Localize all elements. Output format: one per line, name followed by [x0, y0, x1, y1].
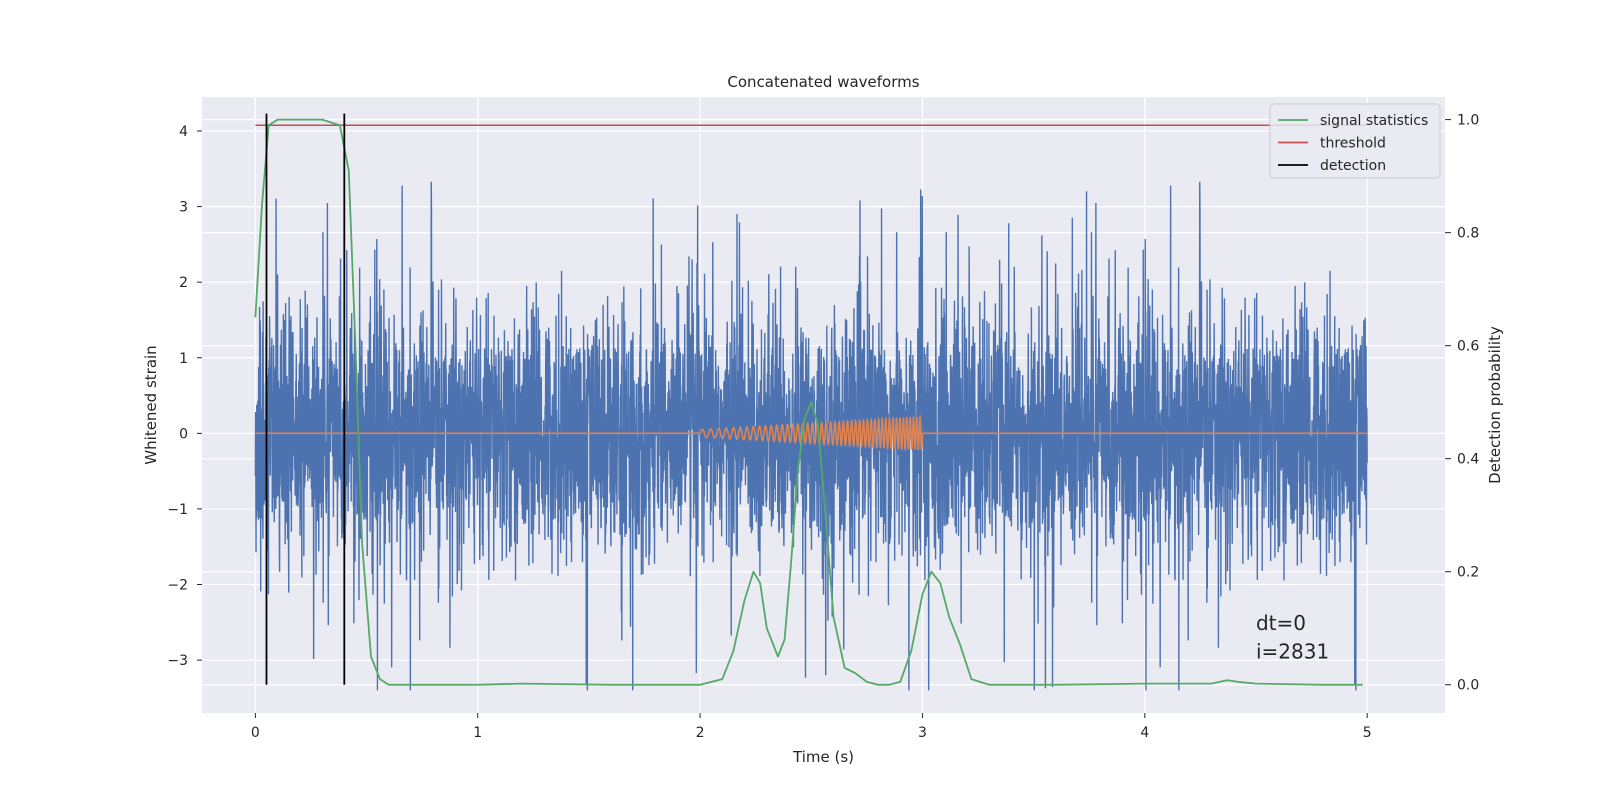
- x-tick-label: 4: [1140, 725, 1149, 741]
- annotation-dt: dt=0: [1256, 611, 1306, 635]
- x-axis-label: Time (s): [792, 748, 854, 766]
- annotation-index: i=2831: [1256, 640, 1329, 664]
- y-tick-label: 3: [179, 200, 188, 216]
- y-axis-label: Whitened strain: [142, 345, 160, 464]
- legend-box: [1269, 103, 1441, 179]
- x-tick-label: 1: [473, 725, 482, 741]
- chirp-series: [255, 413, 1368, 452]
- y-tick-label: 0: [179, 426, 188, 442]
- y2-tick-label: 0.2: [1457, 565, 1479, 581]
- axes: 0 1 2 3 4 5 −3 −2 −1 0 1 2 3 4 0.0 0.2 0.4 0.6 0.8 1.0: [167, 113, 1479, 741]
- x-tick-label: 2: [696, 725, 705, 741]
- y2-tick-label: 0.6: [1457, 339, 1479, 355]
- y-tick-label: −1: [167, 502, 188, 518]
- x-tick-label: 3: [918, 725, 927, 741]
- y-tick-label: 4: [179, 124, 188, 140]
- chart-title: Concatenated waveforms: [727, 73, 919, 91]
- legend-label: threshold: [1320, 136, 1386, 152]
- signal-statistics-line: [254, 118, 1363, 686]
- y-tick-label: −2: [167, 578, 188, 594]
- y2-tick-label: 0.4: [1457, 452, 1479, 468]
- y-tick-label: 2: [179, 275, 188, 291]
- y2-tick-label: 0.8: [1457, 226, 1479, 242]
- noise-series: [254, 181, 1368, 691]
- x-tick-label: 0: [251, 725, 260, 741]
- legend-label: detection: [1320, 158, 1386, 174]
- legend-label: signal statistics: [1320, 113, 1428, 129]
- x-tick-label: 5: [1363, 725, 1372, 741]
- data-layer: [254, 113, 1368, 691]
- y-tick-label: 1: [179, 351, 188, 367]
- y2-tick-label: 1.0: [1457, 113, 1479, 129]
- y2-axis-label: Detection probability: [1486, 326, 1504, 484]
- y2-tick-label: 0.0: [1457, 678, 1479, 694]
- y-tick-label: −3: [167, 653, 188, 669]
- legend: signal statistics threshold detection: [1269, 103, 1441, 179]
